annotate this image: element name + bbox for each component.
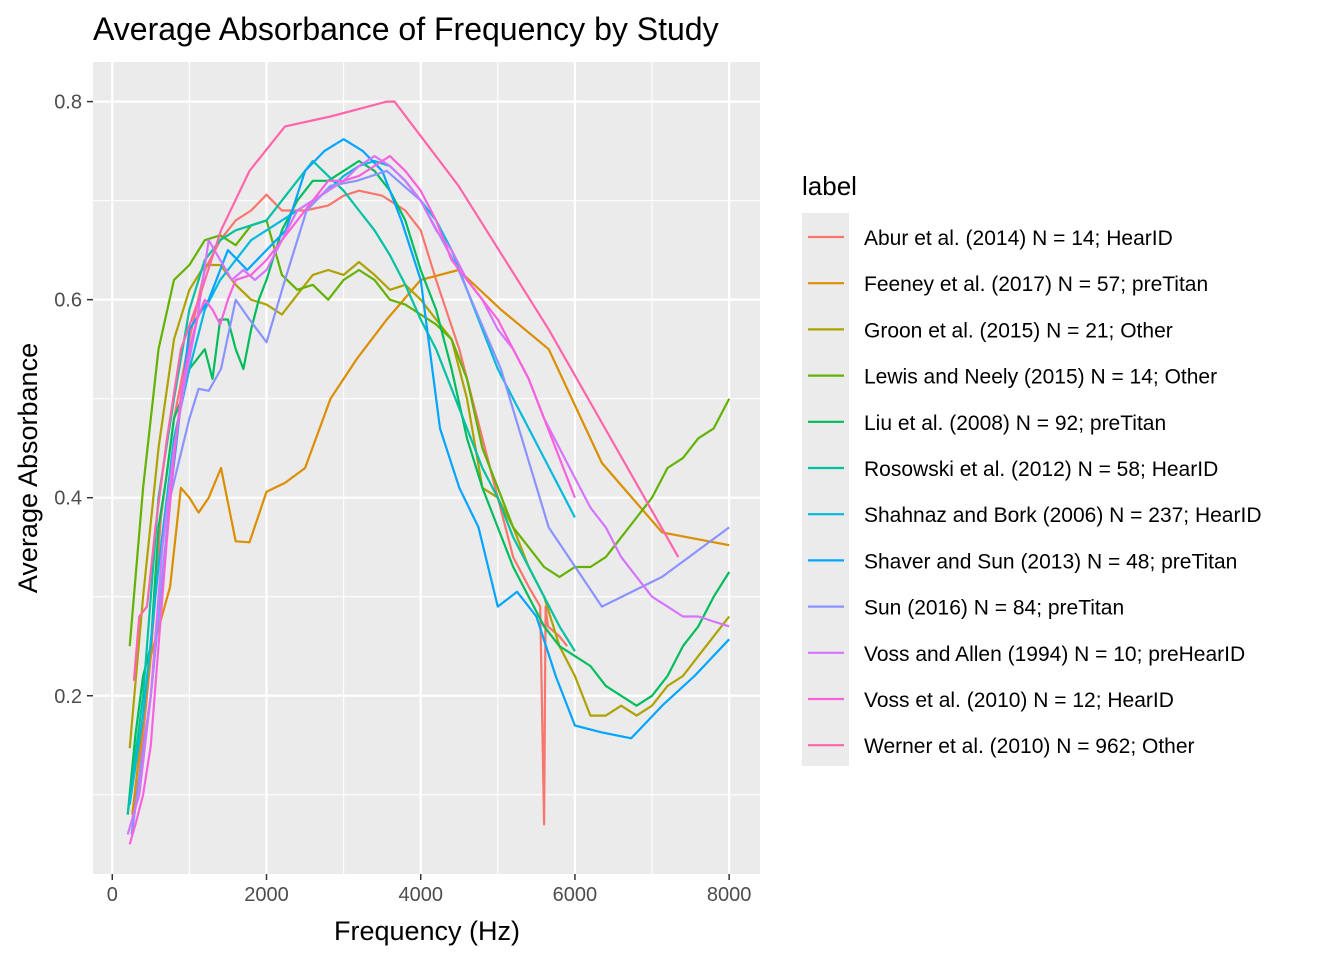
series-line-9 (130, 169, 730, 835)
legend: label Abur et al. (2014) N = 14; HearID F… (802, 171, 1261, 766)
x-tick-label: 8000 (707, 884, 752, 906)
series-line-10 (126, 155, 730, 835)
legend-label: Lewis and Neely (2015) N = 14; Other (864, 366, 1217, 389)
legend-items: Abur et al. (2014) N = 14; HearID Feeney … (808, 227, 1261, 758)
legend-label: Sun (2016) N = 84; preTitan (864, 597, 1124, 620)
legend-title: label (802, 171, 857, 201)
legend-label: Abur et al. (2014) N = 14; HearID (864, 227, 1173, 250)
minor-gridlines (93, 62, 760, 874)
legend-label: Shaver and Sun (2013) N = 48; preTitan (864, 550, 1237, 573)
x-tick-label: 4000 (398, 884, 443, 906)
x-tick-label: 0 (107, 884, 118, 906)
legend-label: Voss et al. (2010) N = 12; HearID (864, 689, 1174, 712)
series-line-8 (130, 138, 730, 835)
x-axis: 0 2000 4000 6000 8000 (107, 874, 752, 906)
legend-key-background (802, 213, 849, 766)
legend-label: Liu et al. (2008) N = 92; preTitan (864, 412, 1166, 435)
series-line-7 (128, 159, 576, 805)
chart-title: Average Absorbance of Frequency by Study (93, 11, 719, 47)
legend-label: Werner et al. (2010) N = 962; Other (864, 735, 1195, 758)
series-line-11 (128, 155, 576, 845)
y-axis-title: Average Absorbance (13, 343, 43, 593)
series-line-12 (132, 100, 680, 681)
legend-label: Feeney et al. (2017) N = 57; preTitan (864, 273, 1208, 296)
series-line-2 (131, 268, 730, 815)
legend-label: Shahnaz and Bork (2006) N = 237; HearID (864, 504, 1261, 527)
series-line-6 (126, 159, 576, 815)
legend-label: Groon et al. (2015) N = 21; Other (864, 319, 1173, 342)
y-tick-label: 0.8 (54, 92, 82, 114)
plot-panel (93, 62, 760, 874)
legend-label: Voss and Allen (1994) N = 10; preHearID (864, 643, 1245, 666)
y-axis: 0.2 0.4 0.6 0.8 (54, 92, 93, 708)
x-tick-label: 6000 (553, 884, 598, 906)
x-axis-title: Frequency (Hz) (334, 916, 520, 946)
y-tick-label: 0.6 (54, 290, 82, 312)
x-tick-label: 2000 (244, 884, 289, 906)
y-tick-label: 0.2 (54, 686, 82, 708)
series-lines (126, 100, 731, 845)
major-gridlines (93, 62, 760, 874)
series-line-4 (128, 219, 731, 647)
y-tick-label: 0.4 (54, 488, 82, 510)
legend-label: Rosowski et al. (2012) N = 58; HearID (864, 458, 1218, 481)
series-line-1 (130, 189, 569, 826)
